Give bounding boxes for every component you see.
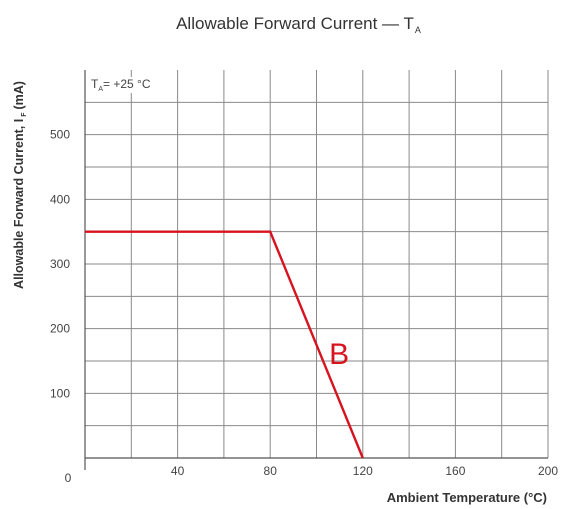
x-tick-label: 40 [171, 464, 185, 478]
x-tick-label: 120 [353, 464, 373, 478]
y-tick-label: 100 [50, 386, 70, 400]
y-tick-label: 500 [50, 128, 70, 142]
chart-title: Allowable Forward Current — TA [176, 14, 421, 35]
x-tick-label: 80 [264, 464, 278, 478]
x-tick-label: 0 [65, 471, 72, 485]
y-tick-label: 300 [50, 257, 70, 271]
y-tick-label: 200 [50, 322, 70, 336]
x-tick-label: 160 [445, 464, 465, 478]
y-tick-label: 400 [50, 192, 70, 206]
temperature-annotation: TA= +25 °C [91, 77, 151, 93]
series-label: B [329, 338, 349, 371]
x-tick-label: 200 [538, 464, 558, 478]
x-axis-label: Ambient Temperature (°C) [386, 490, 547, 505]
series-line-b [85, 230, 364, 459]
